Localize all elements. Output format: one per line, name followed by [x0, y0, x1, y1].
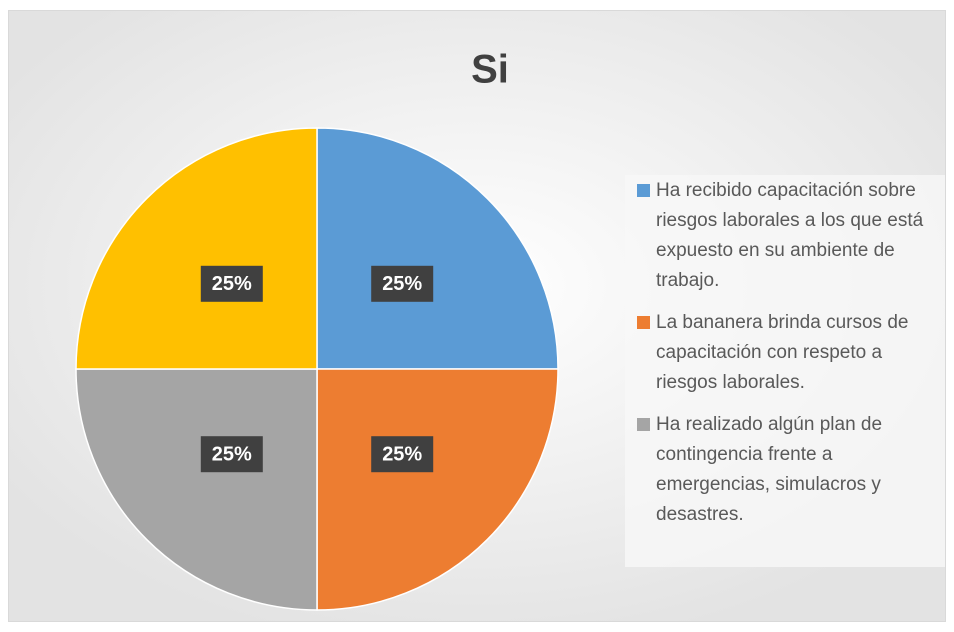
data-label-box [200, 265, 263, 302]
chart-title: Si [471, 48, 509, 92]
legend-label: La bananera brinda cursos de capacitació… [656, 312, 909, 393]
data-label-box [371, 436, 434, 473]
pie-slice [75, 127, 318, 370]
pie-slice [316, 368, 559, 611]
legend-item: La bananera brinda cursos de capacitació… [632, 308, 944, 398]
data-label: 25% [212, 273, 252, 295]
data-label-box [200, 436, 263, 473]
legend-swatch [637, 418, 650, 431]
legend-item: Ha realizado algún plan de contingencia … [632, 410, 944, 530]
data-label: 25% [382, 443, 422, 465]
pie-slice [316, 127, 559, 370]
legend-label: Ha recibido capacitación sobre riesgos l… [656, 180, 924, 291]
legend-swatch [637, 316, 650, 329]
legend-item: Ha recibido capacitación sobre riesgos l… [632, 176, 944, 296]
data-label-box [371, 265, 434, 302]
legend-swatch [637, 184, 650, 197]
legend-background [625, 175, 945, 567]
legend: Ha recibido capacitación sobre riesgos l… [632, 176, 944, 542]
data-label: 25% [382, 273, 422, 295]
pie-slice [75, 368, 318, 611]
legend-label: Ha realizado algún plan de contingencia … [656, 414, 883, 525]
data-label: 25% [212, 443, 252, 465]
